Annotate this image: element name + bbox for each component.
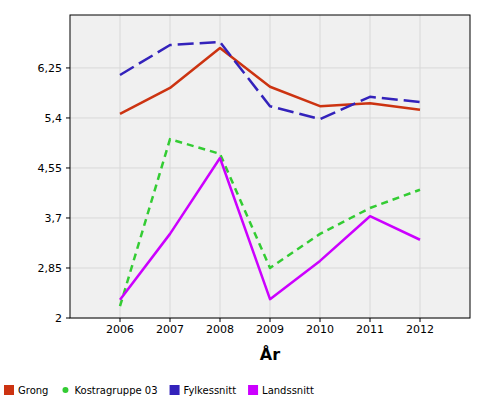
tick-label: 2006 (106, 323, 134, 336)
legend-label: Fylkessnitt (184, 385, 237, 396)
tick-label: 2 (55, 312, 62, 325)
series-line (120, 139, 420, 306)
tick-mark (66, 117, 70, 118)
tick-mark (270, 318, 271, 322)
series-group (120, 42, 420, 306)
tick-label: 2010 (306, 323, 334, 336)
grid-line (370, 15, 371, 318)
tick-mark (66, 318, 70, 319)
grid-line (220, 15, 221, 318)
legend-label: Kostragruppe 03 (74, 385, 157, 396)
tick-label: 6,25 (38, 62, 63, 75)
tick-label: 2008 (206, 323, 234, 336)
tick-mark (120, 318, 121, 322)
tick-mark (170, 318, 171, 322)
tick-label: 3,7 (45, 212, 63, 225)
tick-mark (320, 318, 321, 322)
legend-marker (248, 385, 258, 395)
tick-mark (66, 217, 70, 218)
axis-label: År (260, 345, 280, 364)
legend-marker (170, 385, 180, 395)
legend-marker (62, 387, 68, 393)
series-line (120, 42, 420, 119)
tick-label: 2009 (256, 323, 284, 336)
tick-mark (220, 318, 221, 322)
tick-label: 2,85 (38, 262, 63, 275)
grid-line (420, 15, 421, 318)
legend-marker (4, 385, 14, 395)
tick-mark (66, 167, 70, 168)
tick-label: 2012 (406, 323, 434, 336)
series-line (120, 158, 420, 300)
grid-line (270, 15, 271, 318)
legend-label: Grong (18, 385, 48, 396)
grid-line (170, 15, 171, 318)
plot-frame (70, 15, 470, 318)
tick-mark (66, 267, 70, 268)
tick-mark (66, 67, 70, 68)
grid-line (320, 15, 321, 318)
grid-line (120, 15, 121, 318)
plot-background (70, 15, 470, 318)
tick-mark (370, 318, 371, 322)
legend-label: Landssnitt (262, 385, 314, 396)
tick-label: 5,4 (45, 112, 63, 125)
series-line (120, 48, 420, 114)
tick-mark (420, 318, 421, 322)
tick-label: 2007 (156, 323, 184, 336)
tick-label: 2011 (356, 323, 384, 336)
tick-label: 4,55 (38, 162, 63, 175)
chart: 2 2,85 3,7 4,55 5,4 6,25 2006 2007 2008 2009 2010 2… (0, 0, 500, 400)
